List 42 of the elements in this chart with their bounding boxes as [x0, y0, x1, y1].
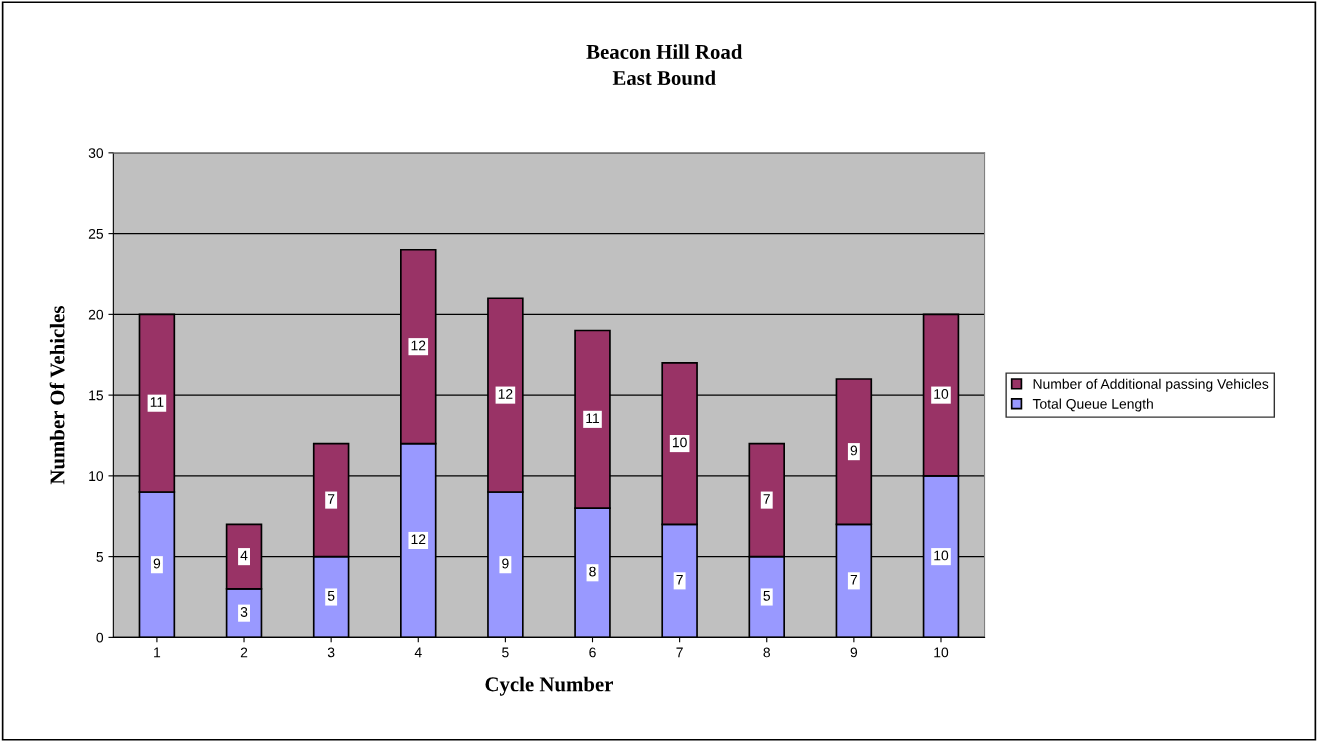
data-label: 7	[850, 574, 858, 585]
data-label: 3	[240, 607, 248, 617]
x-tick-label: 6	[589, 647, 596, 658]
x-tick-label: 4	[414, 647, 422, 658]
legend-label: Total Queue Length	[1032, 398, 1153, 412]
data-label: 12	[498, 389, 513, 399]
legend-label: Number of Additional passing Vehicles	[1033, 378, 1269, 392]
data-label: 12	[411, 340, 426, 351]
data-label: 9	[850, 445, 858, 456]
y-tick-label: 15	[89, 390, 104, 401]
data-label: 7	[763, 494, 770, 504]
x-tick-label: 5	[502, 647, 509, 658]
data-label: 12	[411, 534, 426, 545]
data-label: 9	[502, 558, 509, 569]
y-tick-label: 10	[89, 471, 104, 482]
data-label: 4	[240, 550, 248, 561]
x-tick-label: 10	[934, 647, 949, 658]
x-tick-label: 9	[850, 647, 858, 658]
y-tick-label: 20	[88, 309, 104, 320]
data-label: 7	[328, 494, 335, 504]
data-label: 10	[672, 437, 687, 448]
data-label: 7	[676, 574, 683, 585]
x-tick-label: 1	[154, 647, 161, 658]
data-label: 10	[934, 389, 949, 399]
data-label: 11	[150, 397, 164, 407]
y-tick-label: 25	[88, 228, 104, 239]
y-axis-title: Number Of Vehicles	[49, 306, 65, 485]
data-label: 10	[934, 550, 949, 561]
chart-title: Beacon Hill Road East Bound	[586, 44, 743, 86]
y-tick-label: 5	[96, 552, 104, 562]
data-label: 11	[586, 413, 600, 423]
x-tick-label: 7	[676, 647, 683, 658]
data-label: 9	[153, 558, 161, 569]
x-tick-label: 8	[763, 647, 771, 658]
y-tick-label: 30	[88, 148, 104, 159]
y-tick-label: 0	[96, 632, 104, 643]
data-label: 8	[589, 566, 596, 577]
x-tick-label: 3	[327, 647, 335, 658]
x-tick-label: 2	[240, 647, 248, 658]
data-label: 5	[763, 591, 771, 601]
data-label: 5	[327, 591, 335, 601]
x-axis-title: Cycle Number	[485, 676, 614, 696]
